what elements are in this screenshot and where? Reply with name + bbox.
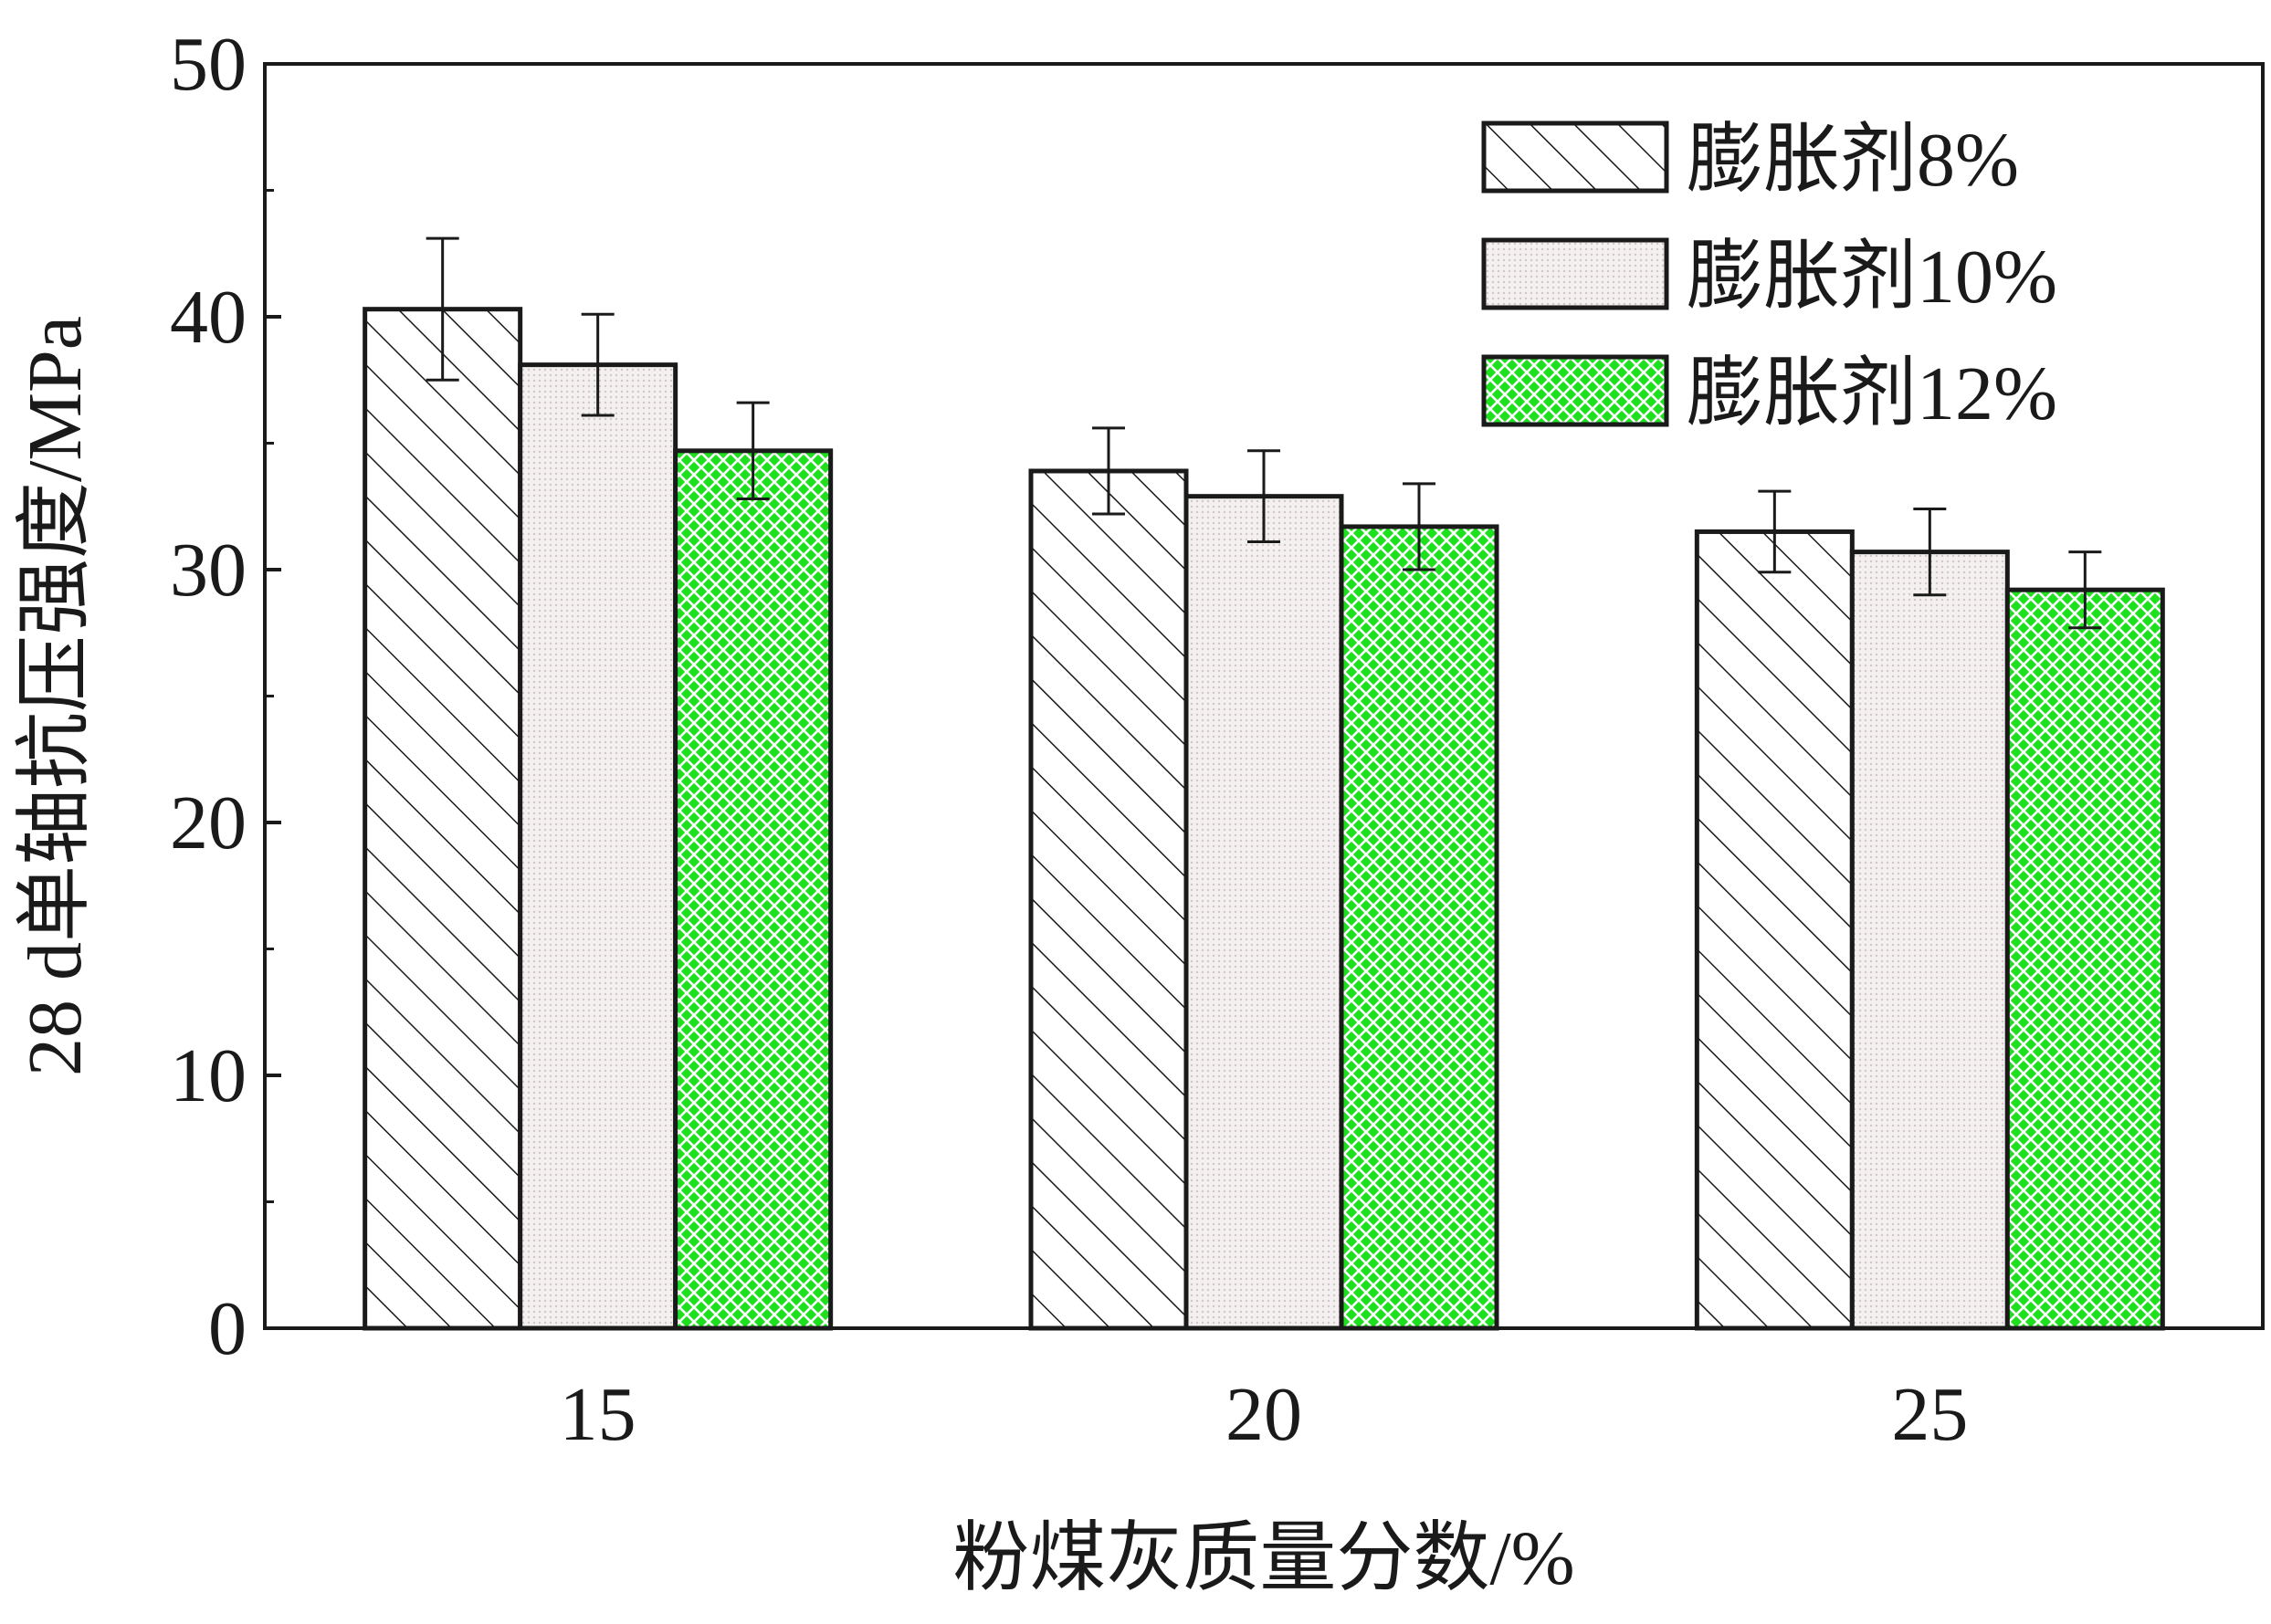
- bar-25-series-0: [1694, 529, 1855, 1331]
- y-axis-label: 28 d单轴抗压强度/MPa: [13, 316, 98, 1076]
- error-bars-layer: [426, 236, 2102, 630]
- bar-20-series-2: [1339, 524, 1499, 1331]
- legend-label-0: 膨胀剂8%: [1687, 118, 2019, 203]
- bar-25-series-2: [2004, 587, 2165, 1331]
- bar-15-series-2: [673, 448, 834, 1331]
- x-tick-label: 15: [560, 1372, 636, 1457]
- x-tick-label: 25: [1891, 1372, 1968, 1457]
- x-axis-label: 粉煤灰质量分数/%: [952, 1516, 1574, 1601]
- legend-swatch-1: [1481, 237, 1669, 310]
- y-tick-label: 50: [170, 22, 247, 107]
- y-tick-label: 0: [208, 1286, 247, 1371]
- bars-layer: [363, 307, 2165, 1331]
- bar-15-series-1: [518, 362, 678, 1331]
- bar-20-series-1: [1183, 494, 1344, 1331]
- legend-label-1: 膨胀剂10%: [1687, 235, 2057, 320]
- legend-swatch-0: [1481, 120, 1669, 194]
- legend-swatch-2: [1481, 354, 1669, 427]
- y-axis-ticks: 0 10 20 30 40 50: [170, 22, 281, 1371]
- plot-area: 0 10 20 30 40 50 15 20 25: [170, 22, 2265, 1457]
- y-tick-label: 20: [170, 781, 247, 865]
- bar-15-series-0: [363, 307, 523, 1331]
- y-tick-label: 30: [170, 528, 247, 613]
- bar-25-series-1: [1849, 550, 2010, 1331]
- x-tick-label: 20: [1225, 1372, 1302, 1457]
- bar-20-series-0: [1028, 468, 1189, 1331]
- y-tick-label: 40: [170, 275, 247, 360]
- y-tick-label: 10: [170, 1033, 247, 1118]
- legend: 膨胀剂8% 膨胀剂10% 膨胀剂12%: [1481, 118, 2057, 436]
- x-axis-ticks: 15 20 25: [560, 1372, 1969, 1457]
- legend-label-2: 膨胀剂12%: [1687, 351, 2057, 436]
